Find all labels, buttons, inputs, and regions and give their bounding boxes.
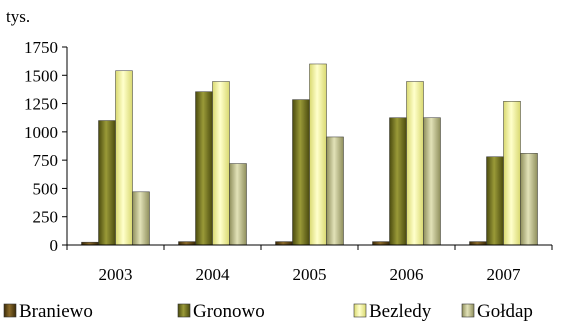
legend-label-gronowo: Gronowo [193,301,265,322]
legend-swatch-gronowo [177,303,191,318]
bar-gronowo-2007 [486,156,504,246]
legend: Braniewo Gronowo Bezledy Gołdap [3,301,533,322]
bar-bezledy-2005 [309,63,327,246]
y-tick-label: 250 [33,208,59,227]
bar-braniewo-2007 [469,241,487,246]
bar-bezledy-2007 [503,101,521,246]
y-tick-label: 1750 [24,38,58,57]
x-tick-label: 2003 [99,265,133,284]
x-tick-label: 2005 [293,265,327,284]
y-unit-label: tys. [6,7,30,26]
y-tick-label: 500 [33,179,59,198]
bar-gronowo-2003 [98,120,116,246]
y-tick-label: 1500 [24,66,58,85]
bar-gronowo-2006 [389,117,407,246]
bar-gołdap-2005 [326,136,344,246]
bar-gołdap-2007 [520,153,538,246]
x-tick-label: 2004 [196,265,231,284]
x-axis-labels: 2003 2004 2005 2006 2007 [66,245,553,284]
bar-gołdap-2004 [229,163,247,246]
bar-bezledy-2003 [115,70,133,246]
bar-gronowo-2004 [195,91,213,246]
legend-label-braniewo: Braniewo [19,301,93,322]
y-tick-label: 750 [33,151,59,170]
x-tick-label: 2006 [390,265,424,284]
legend-swatch-gołdap [461,303,475,318]
legend-label-bezledy: Bezledy [369,301,432,322]
bar-braniewo-2005 [275,241,293,246]
bar-gronowo-2005 [292,99,310,246]
bar-braniewo-2006 [372,241,390,246]
legend-label-gołdap: Gołdap [477,301,533,322]
bar-braniewo-2004 [178,241,196,246]
y-tick-label: 1250 [24,95,58,114]
bars [81,63,538,246]
bar-bezledy-2006 [406,81,424,246]
y-tick-label: 1000 [24,123,58,142]
x-tick-label: 2007 [487,265,522,284]
bar-bezledy-2004 [212,81,230,246]
y-axis-ticks: 0 250 500 750 1000 1250 1500 1750 [24,38,67,255]
bar-gołdap-2003 [132,191,150,246]
legend-swatch-braniewo [3,303,17,318]
y-tick-label: 0 [50,236,59,255]
bar-gołdap-2006 [423,117,441,246]
legend-swatch-bezledy [353,303,367,318]
